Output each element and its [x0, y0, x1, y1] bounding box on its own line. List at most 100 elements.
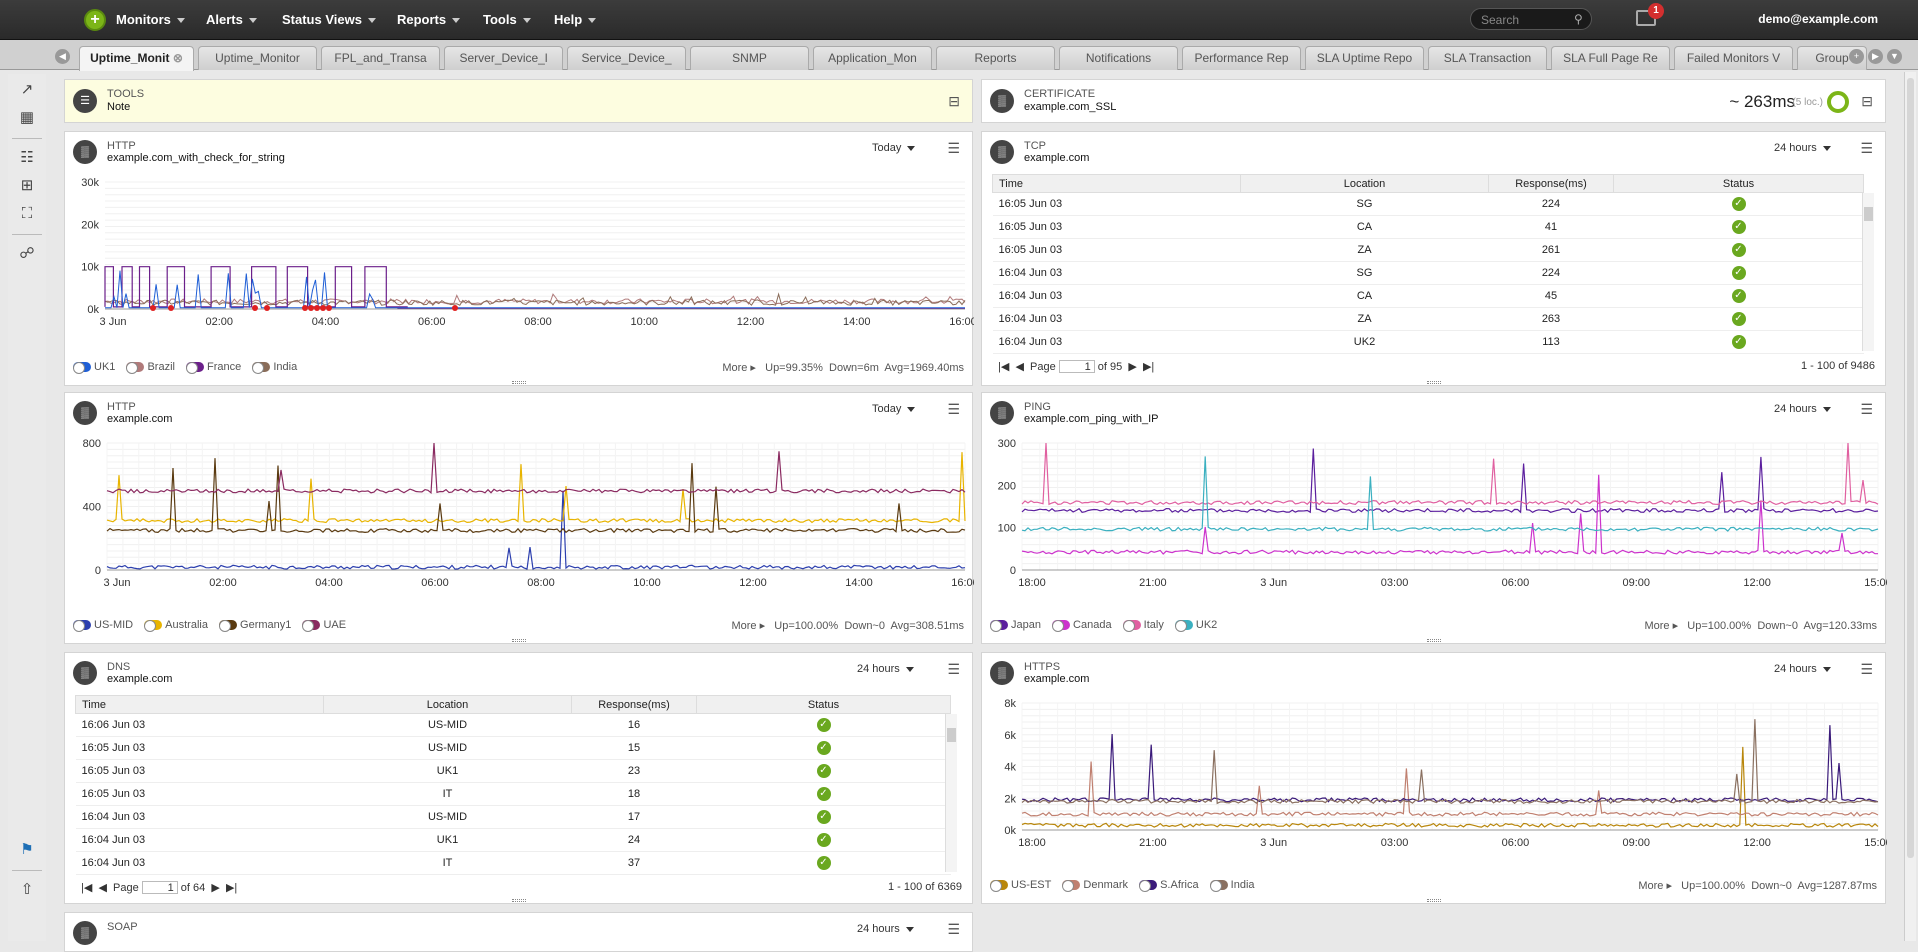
resize-handle[interactable]: [1426, 381, 1441, 384]
user-account[interactable]: demo@example.com: [1758, 12, 1878, 26]
widget-menu-icon[interactable]: ☰: [947, 401, 960, 417]
more-link[interactable]: More: [1638, 880, 1664, 892]
table-row[interactable]: 16:05 Jun 03 SG 224 ✓: [992, 192, 1864, 216]
tab-menu-icon[interactable]: ▼: [1887, 49, 1902, 64]
layout-icon[interactable]: ☷: [20, 149, 34, 166]
legend-france[interactable]: France: [186, 361, 241, 375]
search-input[interactable]: Search: [1470, 8, 1592, 30]
table-row[interactable]: 16:05 Jun 03 CA 41 ✓: [992, 215, 1864, 239]
outage-marker[interactable]: [308, 305, 314, 311]
table-scrollbar[interactable]: [945, 714, 957, 872]
more-link[interactable]: More: [1644, 620, 1670, 632]
period-select[interactable]: Today: [872, 142, 916, 154]
resize-handle[interactable]: [1426, 899, 1441, 902]
outage-marker[interactable]: [452, 305, 458, 311]
table-row[interactable]: 16:05 Jun 03 UK1 23 ✓: [75, 759, 951, 783]
more-link[interactable]: More: [722, 362, 748, 374]
table-row[interactable]: 16:04 Jun 03 UK1 24 ✓: [75, 828, 951, 852]
add-widget-icon[interactable]: ⊞: [20, 177, 34, 194]
page-scrollbar[interactable]: [1904, 72, 1916, 941]
table-row[interactable]: 16:05 Jun 03 ZA 261 ✓: [992, 238, 1864, 262]
menu-status-views[interactable]: Status Views: [282, 12, 376, 27]
table-row[interactable]: 16:06 Jun 03 US-MID 16 ✓: [75, 713, 951, 737]
share-icon[interactable]: ☍: [19, 245, 35, 262]
outage-marker[interactable]: [302, 305, 308, 311]
add-monitor-icon[interactable]: +: [84, 9, 106, 31]
tab-fpl[interactable]: FPL_and_Transa: [321, 46, 440, 70]
scrollbar-thumb[interactable]: [947, 728, 956, 742]
period-select[interactable]: 24 hours: [1774, 663, 1831, 675]
legend-canada[interactable]: Canada: [1052, 619, 1112, 633]
widget-menu-icon[interactable]: ☰: [947, 921, 960, 937]
last-page-icon[interactable]: ▶|: [1142, 361, 1155, 373]
tabs-scroll-right-icon[interactable]: ▶: [1868, 49, 1883, 64]
collapse-widget-icon[interactable]: ⊟: [948, 93, 960, 109]
table-row[interactable]: 16:04 Jun 03 CA 45 ✓: [992, 284, 1864, 308]
resize-handle[interactable]: [511, 381, 526, 384]
table-row[interactable]: 16:04 Jun 03 US-MID 17 ✓: [75, 805, 951, 829]
period-select[interactable]: 24 hours: [1774, 403, 1831, 415]
page-input[interactable]: 1: [1058, 360, 1095, 373]
last-page-icon[interactable]: ▶|: [225, 882, 238, 894]
legend-brazil[interactable]: Brazil: [126, 361, 175, 375]
col-response[interactable]: Response(ms): [1488, 174, 1614, 193]
tab-service-device[interactable]: Service_Device_: [567, 46, 686, 70]
legend-us-est[interactable]: US-EST: [990, 879, 1051, 893]
table-row[interactable]: 16:04 Jun 03 ZA 263 ✓: [992, 307, 1864, 331]
tab-sla-transaction[interactable]: SLA Transaction: [1428, 46, 1547, 70]
resize-handle[interactable]: [511, 899, 526, 902]
prev-page-icon[interactable]: ◀: [98, 882, 107, 894]
period-select[interactable]: 24 hours: [857, 923, 914, 935]
widget-menu-icon[interactable]: ☰: [1860, 140, 1873, 156]
table-row[interactable]: 16:04 Jun 03 IT 37 ✓: [75, 851, 951, 875]
tab-server-device[interactable]: Server_Device_l: [444, 46, 563, 70]
col-location[interactable]: Location: [323, 695, 572, 714]
legend-denmark[interactable]: Denmark: [1062, 879, 1128, 893]
prev-page-icon[interactable]: ◀: [1015, 361, 1024, 373]
tab-uptime-monit[interactable]: Uptime_Monit ⊗: [79, 46, 194, 71]
widget-menu-icon[interactable]: ☰: [947, 661, 960, 677]
table-scrollbar[interactable]: [1862, 193, 1874, 351]
tab-reports[interactable]: Reports: [936, 46, 1055, 70]
legend-italy[interactable]: Italy: [1122, 619, 1164, 633]
widget-menu-icon[interactable]: ☰: [947, 140, 960, 156]
legend-uk1[interactable]: UK1: [73, 361, 115, 375]
fullscreen-icon[interactable]: ⛶: [21, 205, 33, 222]
tab-notifications[interactable]: Notifications: [1059, 46, 1178, 70]
tab-sla-uptime[interactable]: SLA Uptime Repo: [1305, 46, 1424, 70]
legend-germany1[interactable]: Germany1: [219, 619, 291, 633]
table-row[interactable]: 16:05 Jun 03 IT 18 ✓: [75, 782, 951, 806]
table-row[interactable]: 16:04 Jun 03 UK2 113 ✓: [992, 330, 1864, 354]
outage-marker[interactable]: [168, 305, 174, 311]
more-link[interactable]: More: [731, 620, 757, 632]
calendar-icon[interactable]: ▦: [19, 109, 35, 126]
outage-marker[interactable]: [326, 305, 332, 311]
tabs-scroll-left-icon[interactable]: ◀: [55, 49, 70, 64]
outage-marker[interactable]: [264, 305, 270, 311]
widget-menu-icon[interactable]: ☰: [1860, 661, 1873, 677]
outage-marker[interactable]: [320, 305, 326, 311]
first-page-icon[interactable]: |◀: [998, 361, 1010, 373]
scrollbar-thumb[interactable]: [1907, 78, 1914, 858]
col-location[interactable]: Location: [1240, 174, 1489, 193]
menu-help[interactable]: Help: [554, 12, 597, 27]
legend-us-mid[interactable]: US-MID: [73, 619, 133, 633]
tab-snmp[interactable]: SNMP: [690, 46, 809, 70]
legend-japan[interactable]: Japan: [990, 619, 1041, 633]
legend-uk2[interactable]: UK2: [1174, 619, 1217, 633]
resize-handle[interactable]: [1426, 639, 1441, 642]
chart-icon[interactable]: ↗: [20, 81, 34, 98]
resize-handle[interactable]: [511, 639, 526, 642]
menu-alerts[interactable]: Alerts: [206, 12, 257, 27]
tab-failed-monitors[interactable]: Failed Monitors V: [1674, 46, 1793, 70]
period-select[interactable]: 24 hours: [1774, 142, 1831, 154]
add-tab-icon[interactable]: +: [1849, 49, 1864, 64]
announcement-icon[interactable]: ⚑: [20, 841, 34, 858]
table-row[interactable]: 16:04 Jun 03 SG 224 ✓: [992, 261, 1864, 285]
legend-uae[interactable]: UAE: [302, 619, 346, 633]
first-page-icon[interactable]: |◀: [81, 882, 93, 894]
col-time[interactable]: Time: [75, 695, 324, 714]
tab-sla-full-page[interactable]: SLA Full Page Re: [1551, 46, 1670, 70]
scroll-top-icon[interactable]: ⇧: [20, 881, 34, 898]
scrollbar-thumb[interactable]: [1864, 207, 1873, 221]
